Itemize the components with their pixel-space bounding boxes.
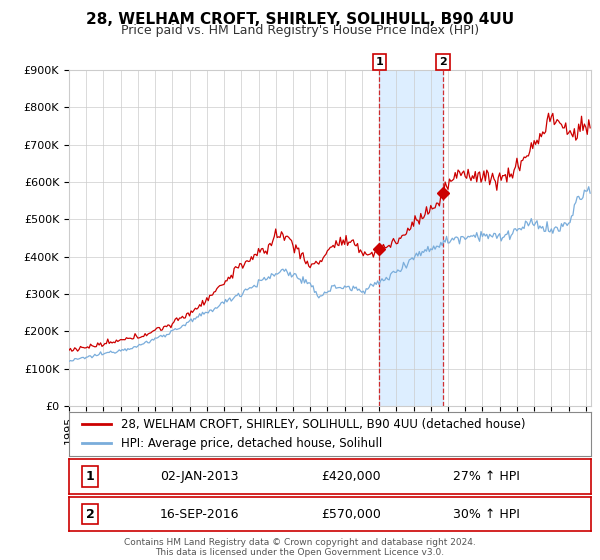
Text: Price paid vs. HM Land Registry's House Price Index (HPI): Price paid vs. HM Land Registry's House …: [121, 24, 479, 37]
Text: 2: 2: [86, 507, 94, 521]
Text: 16-SEP-2016: 16-SEP-2016: [160, 507, 239, 521]
Text: 2: 2: [439, 57, 447, 67]
Text: Contains HM Land Registry data © Crown copyright and database right 2024.
This d: Contains HM Land Registry data © Crown c…: [124, 538, 476, 557]
Text: 27% ↑ HPI: 27% ↑ HPI: [453, 470, 520, 483]
Text: 1: 1: [376, 57, 383, 67]
Text: 02-JAN-2013: 02-JAN-2013: [160, 470, 239, 483]
Text: 28, WELHAM CROFT, SHIRLEY, SOLIHULL, B90 4UU: 28, WELHAM CROFT, SHIRLEY, SOLIHULL, B90…: [86, 12, 514, 27]
Text: £420,000: £420,000: [321, 470, 380, 483]
Legend: 28, WELHAM CROFT, SHIRLEY, SOLIHULL, B90 4UU (detached house), HPI: Average pric: 28, WELHAM CROFT, SHIRLEY, SOLIHULL, B90…: [75, 411, 533, 457]
Text: 30% ↑ HPI: 30% ↑ HPI: [453, 507, 520, 521]
Text: £570,000: £570,000: [321, 507, 381, 521]
Bar: [379, 70, 443, 406]
Text: 1: 1: [86, 470, 94, 483]
